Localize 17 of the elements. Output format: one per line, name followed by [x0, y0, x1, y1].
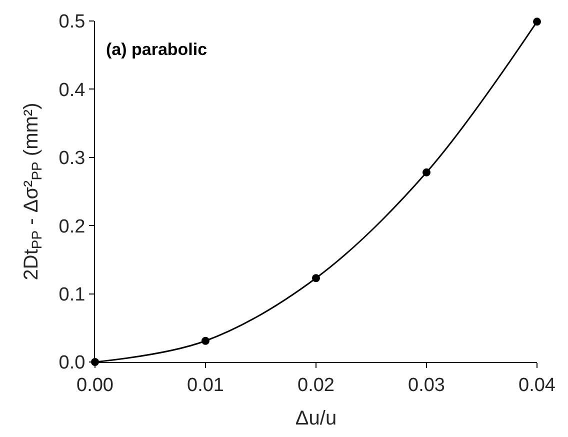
annotation: (a) parabolic [106, 40, 208, 59]
point [533, 18, 541, 26]
point [202, 336, 210, 345]
x-tick-label: 0.02 [298, 374, 334, 396]
y-tick-label: 0.0 [58, 352, 86, 374]
y-tick-label: 0.2 [58, 216, 86, 238]
x-tick-label: 0.01 [187, 374, 224, 396]
y-tick-label: 0.5 [58, 12, 86, 33]
point [312, 274, 320, 282]
y-tick-label: 0.3 [58, 148, 86, 170]
y-tick-label: 0.4 [58, 80, 86, 101]
y-tick-label: 0.1 [58, 284, 86, 306]
point [422, 168, 430, 176]
x-tick-label: 0.00 [76, 374, 114, 396]
x-tick-label: 0.04 [518, 374, 556, 396]
x-tick-label: 0.03 [408, 374, 445, 396]
x-axis-title: Δu/u [295, 407, 337, 430]
